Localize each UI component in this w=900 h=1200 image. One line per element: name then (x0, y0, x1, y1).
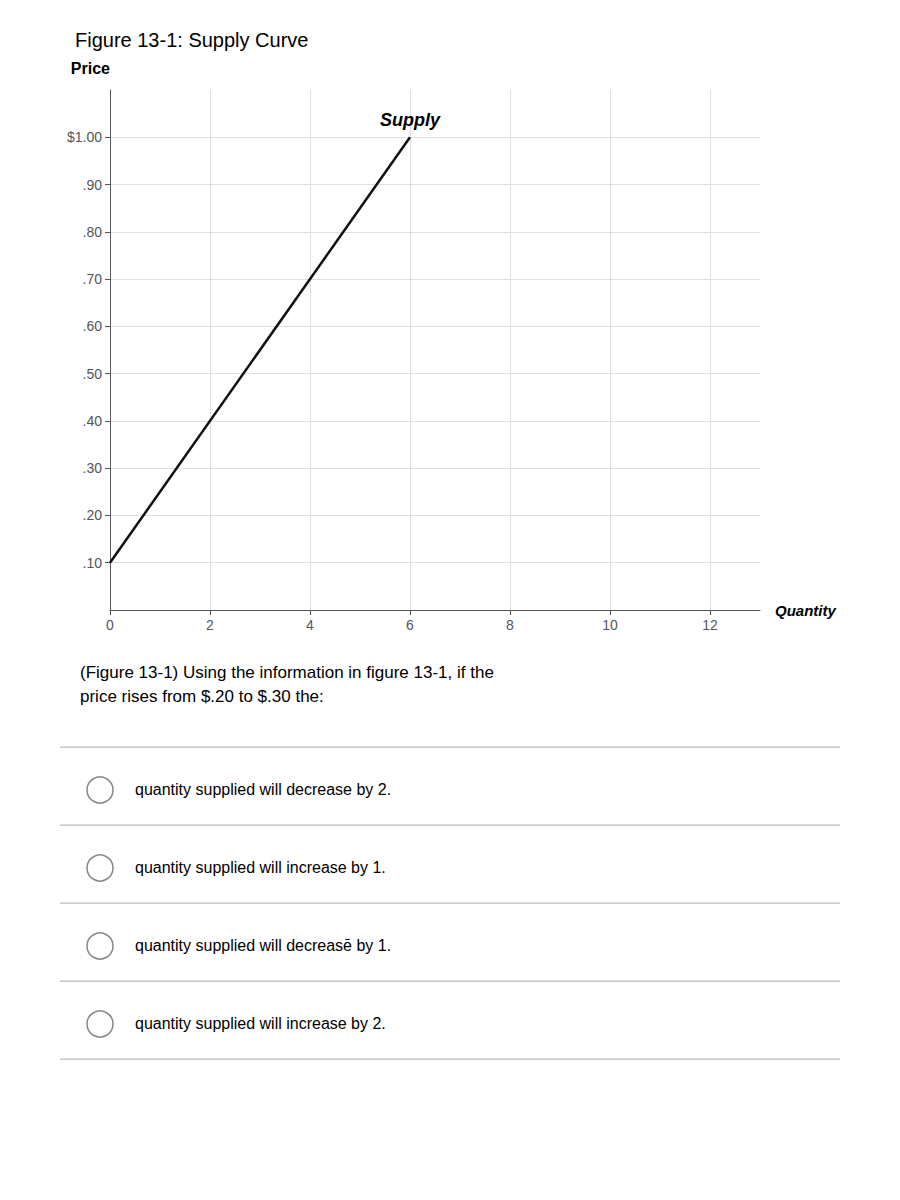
svg-text:0: 0 (106, 617, 114, 633)
svg-text:4: 4 (306, 617, 314, 633)
svg-text:.80: .80 (83, 224, 103, 240)
svg-text:2: 2 (206, 617, 214, 633)
svg-text:Figure 13-1: Supply Curve: Figure 13-1: Supply Curve (75, 29, 308, 51)
svg-text:Price: Price (71, 60, 110, 77)
svg-text:.40: .40 (83, 413, 103, 429)
svg-text:price rises from $.20 to $.30: price rises from $.20 to $.30 the: (80, 687, 324, 706)
svg-text:8: 8 (506, 617, 514, 633)
svg-text:.70: .70 (83, 271, 103, 287)
svg-text:.20: .20 (83, 507, 103, 523)
svg-text:6: 6 (406, 617, 414, 633)
svg-text:(Figure 13-1) Using the inform: (Figure 13-1) Using the information in f… (80, 663, 494, 682)
svg-text:Quantity: Quantity (775, 602, 836, 619)
svg-text:$1.00: $1.00 (67, 129, 102, 145)
svg-text:Supply: Supply (380, 110, 441, 130)
svg-text:quantity supplied will decreas: quantity supplied will decreasē by 1. (135, 937, 391, 954)
svg-text:quantity supplied will increas: quantity supplied will increase by 1. (135, 859, 386, 876)
svg-text:quantity supplied will decreas: quantity supplied will decrease by 2. (135, 781, 391, 798)
svg-text:.10: .10 (83, 555, 103, 571)
svg-text:.90: .90 (83, 177, 103, 193)
svg-text:quantity supplied will increas: quantity supplied will increase by 2. (135, 1015, 386, 1032)
svg-text:10: 10 (602, 617, 618, 633)
svg-text:.50: .50 (83, 366, 103, 382)
svg-text:.60: .60 (83, 318, 103, 334)
svg-text:.30: .30 (83, 460, 103, 476)
svg-text:12: 12 (702, 617, 718, 633)
